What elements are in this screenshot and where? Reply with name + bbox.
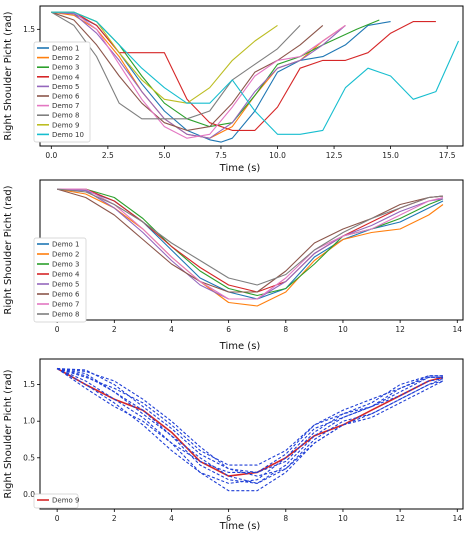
y-tick-label: 1.5	[23, 380, 35, 389]
series-line-demo-6	[56, 188, 444, 293]
series-line-trace-5	[56, 368, 444, 484]
legend-entry: Demo 10	[52, 131, 84, 139]
x-tick-label: 15.0	[382, 151, 399, 160]
x-tick-label: 12	[395, 514, 405, 523]
series-line-demo-8	[51, 11, 301, 120]
x-tick-label: 0	[55, 514, 60, 523]
x-tick-label: 8	[283, 325, 288, 334]
series-group	[51, 11, 460, 143]
series-line-trace-7	[56, 368, 443, 473]
series-line-trace-8	[56, 367, 443, 484]
plot-frame	[39, 358, 464, 510]
legend: Demo 1 Demo 2 Demo 3 Demo 4 Demo 5 Demo 6 Demo…	[33, 237, 87, 323]
y-tick-label: 0.0	[23, 490, 35, 499]
y-axis-label: Right Shoulder Picht (rad)	[3, 369, 14, 498]
series-group	[56, 188, 444, 307]
x-tick-label: 4	[169, 325, 174, 334]
x-tick-label: 12.5	[326, 151, 343, 160]
legend-entry: Demo 6	[52, 93, 80, 101]
series-group	[56, 367, 444, 492]
y-axis-label: Right Shoulder Picht (rad)	[3, 185, 14, 314]
x-tick-label: 5.0	[158, 151, 170, 160]
x-tick-label: 6	[226, 325, 231, 334]
x-tick-label: 8	[283, 514, 288, 523]
x-tick-label: 12	[395, 325, 405, 334]
legend-entry: Demo 3	[52, 261, 79, 269]
legend-entry: Demo 8	[52, 112, 79, 120]
y-tick-label: 1.5	[23, 25, 35, 34]
legend-entry: Demo 5	[52, 281, 79, 289]
legend-box	[33, 237, 87, 323]
legend-entry: Demo 3	[52, 64, 79, 72]
legend-entry: Demo 4	[52, 271, 80, 279]
x-tick-label: 10	[338, 325, 348, 334]
series-line-demo-5	[51, 11, 346, 139]
chart-panel-3: 0 2 4 6 8 10 12 14 0.0 0.5 1.0 1.5 Time (s) Right Sho…	[3, 358, 464, 532]
x-tick-label: 7.5	[215, 151, 227, 160]
legend-entry: Demo 4	[52, 73, 80, 81]
x-tick-label: 2.5	[102, 151, 114, 160]
series-line-trace-2	[56, 367, 444, 492]
legend: Demo 9	[33, 493, 79, 509]
legend-entry: Demo 1	[52, 45, 79, 53]
legend-entry: Demo 1	[52, 241, 79, 249]
x-tick-label: 4	[169, 514, 174, 523]
legend-entry: Demo 5	[52, 83, 79, 91]
series-line-trace-6	[57, 367, 444, 477]
legend-entry: Demo 7	[52, 102, 79, 110]
series-line-demo-3	[57, 188, 444, 297]
legend-entry: Demo 2	[52, 251, 79, 259]
x-tick-label: 2	[112, 514, 117, 523]
chart-panel-2: 0 2 4 6 8 10 12 14 Time (s) Right Shoulder Picht …	[3, 179, 464, 352]
x-tick-label: 2	[112, 325, 117, 334]
y-tick-label: 0.5	[23, 453, 35, 462]
legend-entry: Demo 9	[52, 121, 79, 129]
y-axis-label: Right Shoulder Picht (rad)	[3, 11, 14, 140]
legend-entry: Demo 2	[52, 54, 79, 62]
series-line-demo-2	[57, 188, 444, 307]
series-line-demo-2	[51, 11, 346, 139]
legend-entry: Demo 8	[52, 311, 79, 319]
legend-entry: Demo 6	[52, 291, 80, 299]
series-line-trace-4	[56, 367, 443, 466]
chart-panel-1: 0.0 2.5 5.0 7.5 10.0 12.5 15.0 17.5 1.5 Time (s) R…	[3, 5, 464, 174]
x-tick-label: 10	[338, 514, 348, 523]
x-tick-label: 6	[226, 514, 231, 523]
x-axis-label: Time (s)	[219, 163, 261, 174]
x-tick-label: 0.0	[45, 151, 57, 160]
x-tick-label: 14	[453, 325, 463, 334]
x-axis-label: Time (s)	[219, 341, 261, 352]
legend-entry: Demo 9	[52, 497, 79, 505]
legend-box	[33, 493, 79, 509]
series-line-trace-3	[57, 367, 443, 473]
series-line-demo-7	[51, 11, 346, 139]
x-tick-label: 10.0	[269, 151, 286, 160]
x-axis-label: Time (s)	[219, 521, 261, 532]
series-line-demo-8	[57, 188, 444, 286]
series-line-demo-10	[51, 11, 460, 135]
legend-entry: Demo 7	[52, 301, 79, 309]
y-tick-label: 1.0	[23, 417, 35, 426]
x-tick-label: 17.5	[439, 151, 456, 160]
series-line-demo-7	[57, 188, 444, 300]
x-tick-label: 0	[55, 325, 60, 334]
x-tick-label: 14	[453, 514, 463, 523]
